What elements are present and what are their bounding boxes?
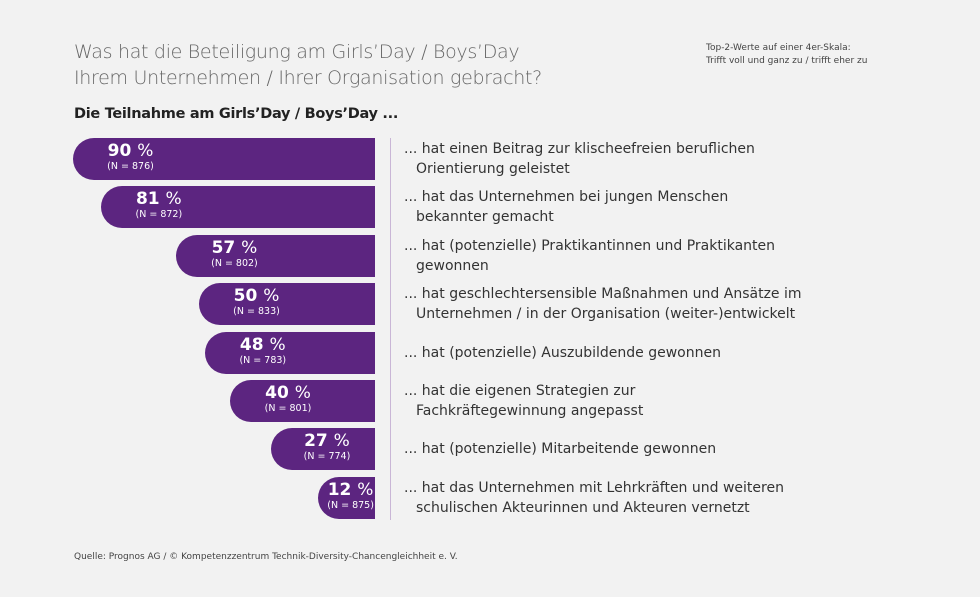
- category-label: ... hat die eigenen Strategien zur Fachkr…: [404, 381, 824, 421]
- percent-label: 27 %: [304, 431, 350, 452]
- bar: [176, 234, 375, 277]
- category-line: ... hat einen Beitrag zur klischeefreien…: [404, 141, 755, 157]
- note-line-1: Top-2-Werte auf einer 4er-Skala:: [706, 43, 851, 53]
- bar: [204, 331, 375, 374]
- category-line: Orientierung geleistet: [416, 161, 570, 177]
- note-line-2: Trifft voll und ganz zu / trifft eher zu: [706, 56, 868, 66]
- scale-note: Top-2-Werte auf einer 4er-Skala: Trifft …: [706, 42, 867, 68]
- n-label: (N = 802): [211, 257, 258, 269]
- bar: [100, 186, 375, 229]
- category-line: gewonnen: [416, 257, 489, 274]
- n-label: (N = 774): [303, 451, 351, 463]
- value-label: 50 % (N = 833): [233, 287, 280, 318]
- category-line: ... hat (potenzielle) Mitarbeitende gewo…: [404, 441, 717, 458]
- category-line: ... hat (potenzielle) Praktikantinnen un…: [404, 237, 776, 254]
- category-label: ... hat geschlechtersensible Maßnahmen u…: [404, 284, 824, 324]
- source-note: Quelle: Prognos AG / © Kompetenzzentrum …: [74, 552, 458, 562]
- category-line: ... hat das Unternehmen mit Lehrkräften …: [404, 479, 784, 496]
- percent-label: 50 %: [233, 286, 280, 307]
- chart-title: Was hat die Beteiligung am Girls’Day / B…: [74, 39, 542, 91]
- category-line: bekannter gemacht: [416, 209, 554, 226]
- value-label: 48 % (N = 783): [239, 334, 287, 367]
- bar: [318, 476, 375, 519]
- category-line: Unternehmen / in der Organisation (weite…: [416, 306, 796, 323]
- category-label: ... hat (potenzielle) Praktikantinnen un…: [404, 236, 824, 276]
- chart-subtitle: Die Teilnahme am Girls’Day / Boys’Day ..…: [74, 106, 399, 122]
- value-label: 27 % (N = 774): [304, 432, 351, 463]
- bar: [198, 283, 375, 326]
- bar: [270, 428, 375, 471]
- n-label: (N = 801): [264, 403, 312, 414]
- value-label: 81 % (N = 872): [136, 190, 183, 221]
- category-line: ... hat die eigenen Strategien zur: [404, 383, 636, 399]
- category-line: schulischen Akteurinnen und Akteuren ver…: [416, 499, 750, 516]
- n-label: (N = 783): [239, 354, 287, 366]
- category-label: ... hat das Unternehmen bei jungen Mensc…: [404, 187, 824, 227]
- title-line-1: Was hat die Beteiligung am Girls’Day / B…: [74, 41, 520, 63]
- category-line: ... hat geschlechtersensible Maßnahmen u…: [404, 286, 802, 303]
- category-label: ... hat das Unternehmen mit Lehrkräften …: [404, 478, 824, 518]
- value-label: 12 % (N = 875): [327, 479, 374, 512]
- divider-line: [390, 138, 391, 520]
- value-label: 40 % (N = 801): [265, 384, 312, 415]
- category-line: ... hat (potenzielle) Auszubildende gewo…: [404, 344, 721, 361]
- percent-label: 48 %: [239, 334, 286, 355]
- value-label: 90 % (N = 876): [107, 142, 154, 173]
- bar: [72, 138, 375, 180]
- category-line: ... hat das Unternehmen bei jungen Mensc…: [404, 189, 729, 206]
- percent-label: 81 %: [135, 189, 182, 210]
- n-label: (N = 875): [327, 499, 374, 511]
- n-label: (N = 872): [135, 209, 183, 221]
- percent-label: 12 %: [327, 479, 374, 500]
- n-label: (N = 833): [233, 306, 280, 318]
- category-label: ... hat einen Beitrag zur klischeefreien…: [404, 139, 824, 179]
- bar: [230, 380, 375, 422]
- category-label: ... hat (potenzielle) Auszubildende gewo…: [404, 343, 824, 363]
- percent-label: 57 %: [211, 237, 258, 258]
- value-label: 57 % (N = 802): [211, 237, 258, 270]
- percent-label: 90 %: [107, 141, 154, 161]
- title-line-2: Ihrem Unternehmen / Ihrer Organisation g…: [74, 67, 542, 89]
- percent-label: 40 %: [265, 383, 311, 403]
- category-label: ... hat (potenzielle) Mitarbeitende gewo…: [404, 439, 824, 459]
- n-label: (N = 876): [107, 161, 154, 172]
- category-line: Fachkräftegewinnung angepasst: [416, 403, 644, 419]
